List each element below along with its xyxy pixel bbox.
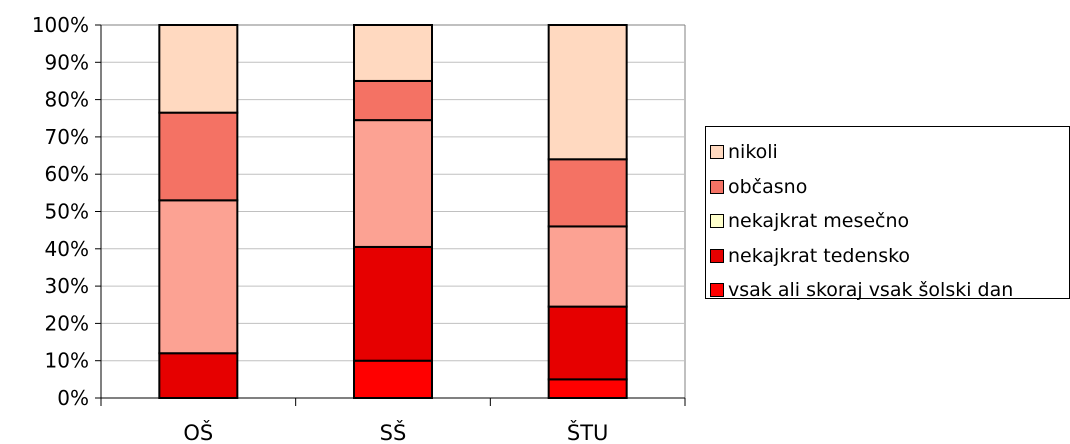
y-tick-label: 90% [45, 50, 89, 74]
bar-segment [353, 24, 433, 82]
y-tick-label: 0% [57, 386, 89, 410]
y-tick-label: 10% [45, 349, 89, 373]
legend-swatch-nikoli [710, 145, 724, 160]
legend-swatch-nekajkrat-tedensko [710, 248, 724, 263]
y-axis-tick-labels: 0% 10% 20% 30% 40% 50% 60% 70% 80% 90% 100% [32, 13, 89, 410]
legend-label: vsak ali skoraj vsak šolski dan [728, 279, 1014, 302]
bar-segment [158, 111, 239, 202]
x-axis-tick-labels: OŠ SŠ ŠTU [183, 420, 608, 444]
bar-segment [547, 225, 628, 308]
x-tick-label: ŠTU [567, 420, 609, 444]
y-tick-label: 80% [45, 88, 89, 112]
legend-item-vsak-dan: vsak ali skoraj vsak šolski dan [710, 273, 1069, 308]
bar-segment [353, 359, 433, 400]
bar-segment [158, 24, 239, 114]
legend-label: nikoli [728, 141, 778, 164]
legend-swatch-nekajkrat-mesecno [710, 214, 724, 229]
y-tick-label: 20% [45, 311, 89, 335]
y-tick-label: 50% [45, 200, 89, 224]
legend-item-obcasno: občasno [710, 170, 1069, 205]
bar-segment [547, 158, 628, 228]
bar-segment [353, 79, 433, 122]
legend-label: nekajkrat tedensko [728, 244, 911, 267]
bar-segment [547, 24, 628, 161]
bar-segment [547, 378, 628, 400]
legend-label: nekajkrat mesečno [728, 210, 910, 233]
x-tick-label: OŠ [183, 420, 213, 444]
bar-segment [158, 352, 239, 399]
legend-label: občasno [728, 175, 808, 198]
legend-swatch-obcasno [710, 179, 724, 194]
y-tick-label: 60% [45, 162, 89, 186]
x-tick-label: SŠ [380, 420, 407, 444]
bar-segment [353, 119, 433, 248]
bar-segment [353, 245, 433, 362]
bars [158, 24, 628, 400]
y-tick-label: 30% [45, 274, 89, 298]
y-tick-label: 100% [32, 13, 89, 37]
legend-item-nikoli: nikoli [710, 135, 1069, 170]
y-tick-label: 70% [45, 125, 89, 149]
y-tick-label: 40% [45, 237, 89, 261]
legend-item-nekajkrat-mesecno: nekajkrat mesečno [710, 204, 1069, 239]
legend-swatch-vsak-dan [710, 283, 724, 298]
bar-segment [158, 199, 239, 355]
legend: nikoli občasno nekajkrat mesečno nekajkr… [705, 126, 1070, 301]
legend-item-nekajkrat-tedensko: nekajkrat tedensko [710, 239, 1069, 274]
bar-segment [547, 305, 628, 381]
